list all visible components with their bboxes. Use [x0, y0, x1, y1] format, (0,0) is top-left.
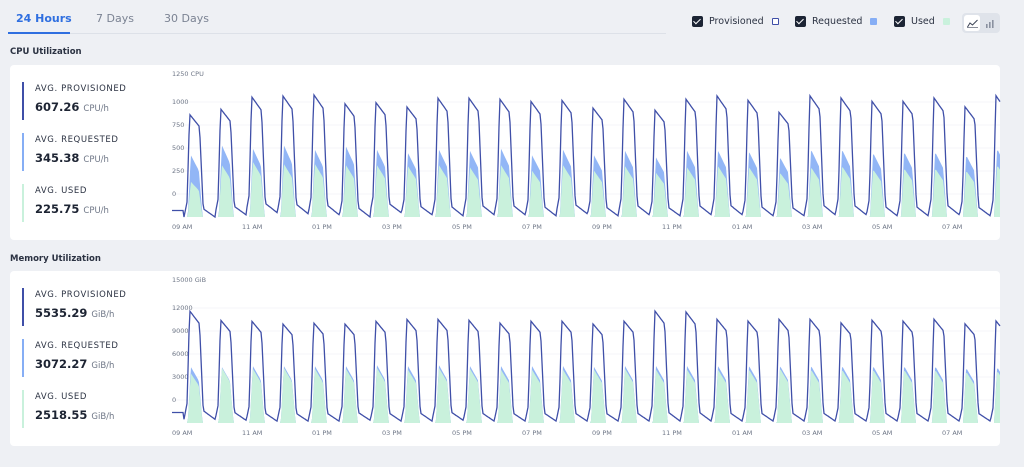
cpu-used-area	[172, 162, 1000, 217]
time-range-tabs: 24 Hours 7 Days 30 Days	[8, 0, 666, 34]
memory-x-tick: 03 AM	[802, 429, 822, 437]
memory-y-tick: 3000	[172, 373, 189, 381]
memory-section-title: Memory Utilization	[10, 254, 101, 264]
cpu-stat-used: AVG. USED 225.75 CPU/h	[22, 184, 172, 222]
cpu-x-tick: 09 AM	[172, 223, 192, 231]
used-checkbox[interactable]	[894, 16, 905, 27]
legend-provisioned-label: Provisioned	[709, 16, 764, 27]
provisioned-swatch	[771, 18, 779, 25]
memory-x-tick: 05 AM	[872, 429, 892, 437]
memory-provisioned-line	[172, 309, 1001, 423]
cpu-y-tick: 500	[172, 144, 184, 152]
cpu-y-tick: 0	[172, 190, 176, 198]
memory-stat-provisioned: AVG. PROVISIONED 5535.29 GiB/h	[22, 288, 172, 326]
cpu-x-tick: 03 AM	[802, 223, 822, 231]
cpu-x-tick: 01 PM	[312, 223, 332, 231]
memory-stat-provisioned-value: 5535.29	[35, 306, 88, 320]
memory-stat-used: AVG. USED 2518.55 GiB/h	[22, 390, 172, 428]
cpu-section-title: CPU Utilization	[10, 47, 82, 57]
memory-x-tick: 05 PM	[452, 429, 472, 437]
memory-stat-used-label: AVG. USED	[35, 392, 88, 402]
cpu-x-tick: 11 PM	[662, 223, 682, 231]
cpu-card: AVG. PROVISIONED 607.26 CPU/h AVG. REQUES…	[10, 65, 1001, 240]
active-tab-indicator	[8, 32, 70, 34]
cpu-x-tick: 07 PM	[522, 223, 542, 231]
memory-card: AVG. PROVISIONED 5535.29 GiB/h AVG. REQUE…	[10, 271, 1001, 446]
memory-x-tick: 11 PM	[662, 429, 682, 437]
memory-stat-used-value: 2518.55	[35, 408, 88, 422]
cpu-provisioned-line	[172, 92, 1001, 219]
cpu-stat-provisioned-label: AVG. PROVISIONED	[35, 84, 127, 94]
cpu-x-tick: 05 PM	[452, 223, 472, 231]
cpu-stat-requested-label: AVG. REQUESTED	[35, 135, 119, 145]
cpu-chart[interactable]: 1250 CPU 1000 750 500 250 0 09 AM 11 AM 01 PM 03 …	[158, 65, 1001, 240]
cpu-x-tick: 07 AM	[942, 223, 962, 231]
cpu-stat-used-label: AVG. USED	[35, 186, 88, 196]
cpu-stat-provisioned-unit: CPU/h	[83, 104, 109, 114]
cpu-x-tick: 09 PM	[592, 223, 612, 231]
cpu-stat-requested: AVG. REQUESTED 345.38 CPU/h	[22, 133, 172, 171]
memory-y-tick: 9000	[172, 327, 189, 335]
cpu-axis-title: 1250 CPU	[172, 70, 204, 78]
cpu-stat-provisioned: AVG. PROVISIONED 607.26 CPU/h	[22, 82, 172, 120]
cpu-x-tick: 05 AM	[872, 223, 892, 231]
memory-y-tick: 0	[172, 396, 176, 404]
memory-x-tick: 01 AM	[732, 429, 752, 437]
memory-used-area	[172, 367, 1000, 423]
cpu-x-tick: 03 PM	[382, 223, 402, 231]
memory-x-tick: 11 AM	[242, 429, 262, 437]
memory-chart[interactable]: 15000 GiB 12000 9000 6000 3000 0 09 AM 11 AM 01 …	[158, 271, 1001, 446]
memory-stat-provisioned-unit: GiB/h	[91, 310, 115, 320]
memory-x-tick: 09 PM	[592, 429, 612, 437]
tab-24-hours[interactable]: 24 Hours	[16, 12, 72, 25]
cpu-stat-provisioned-value: 607.26	[35, 100, 80, 114]
cpu-y-tick: 750	[172, 121, 184, 129]
cpu-x-tick: 11 AM	[242, 223, 262, 231]
legend-requested-label: Requested	[812, 16, 863, 27]
tab-30-days[interactable]: 30 Days	[164, 12, 209, 25]
cpu-x-tick: 01 AM	[732, 223, 752, 231]
tab-7-days[interactable]: 7 Days	[96, 12, 134, 25]
cpu-stat-requested-unit: CPU/h	[83, 155, 109, 165]
memory-stat-used-unit: GiB/h	[91, 412, 115, 422]
requested-checkbox[interactable]	[795, 16, 806, 27]
memory-stat-requested: AVG. REQUESTED 3072.27 GiB/h	[22, 339, 172, 377]
chart-type-toggle	[962, 13, 1000, 33]
legend-used[interactable]: Used	[894, 16, 950, 27]
provisioned-checkbox[interactable]	[692, 16, 703, 27]
memory-stat-requested-label: AVG. REQUESTED	[35, 341, 119, 351]
cpu-stat-requested-value: 345.38	[35, 151, 80, 165]
memory-x-tick: 09 AM	[172, 429, 192, 437]
cpu-stat-used-unit: CPU/h	[83, 206, 109, 216]
bar-chart-icon[interactable]	[982, 15, 998, 31]
memory-x-tick: 01 PM	[312, 429, 332, 437]
memory-y-tick: 6000	[172, 350, 189, 358]
legend-requested[interactable]: Requested	[795, 16, 878, 27]
legend-provisioned[interactable]: Provisioned	[692, 16, 779, 27]
memory-stat-requested-unit: GiB/h	[91, 361, 115, 371]
memory-stat-requested-value: 3072.27	[35, 357, 88, 371]
memory-y-tick: 12000	[172, 304, 193, 312]
cpu-y-tick: 250	[172, 167, 184, 175]
memory-x-tick: 03 PM	[382, 429, 402, 437]
memory-x-tick: 07 AM	[942, 429, 962, 437]
memory-stat-provisioned-label: AVG. PROVISIONED	[35, 290, 127, 300]
memory-x-tick: 07 PM	[522, 429, 542, 437]
cpu-y-tick: 1000	[172, 98, 189, 106]
requested-swatch	[870, 18, 878, 25]
legend-used-label: Used	[911, 16, 935, 27]
memory-axis-title: 15000 GiB	[172, 276, 206, 284]
cpu-stat-used-value: 225.75	[35, 202, 80, 216]
line-chart-icon[interactable]	[964, 15, 980, 31]
used-swatch	[942, 18, 950, 25]
